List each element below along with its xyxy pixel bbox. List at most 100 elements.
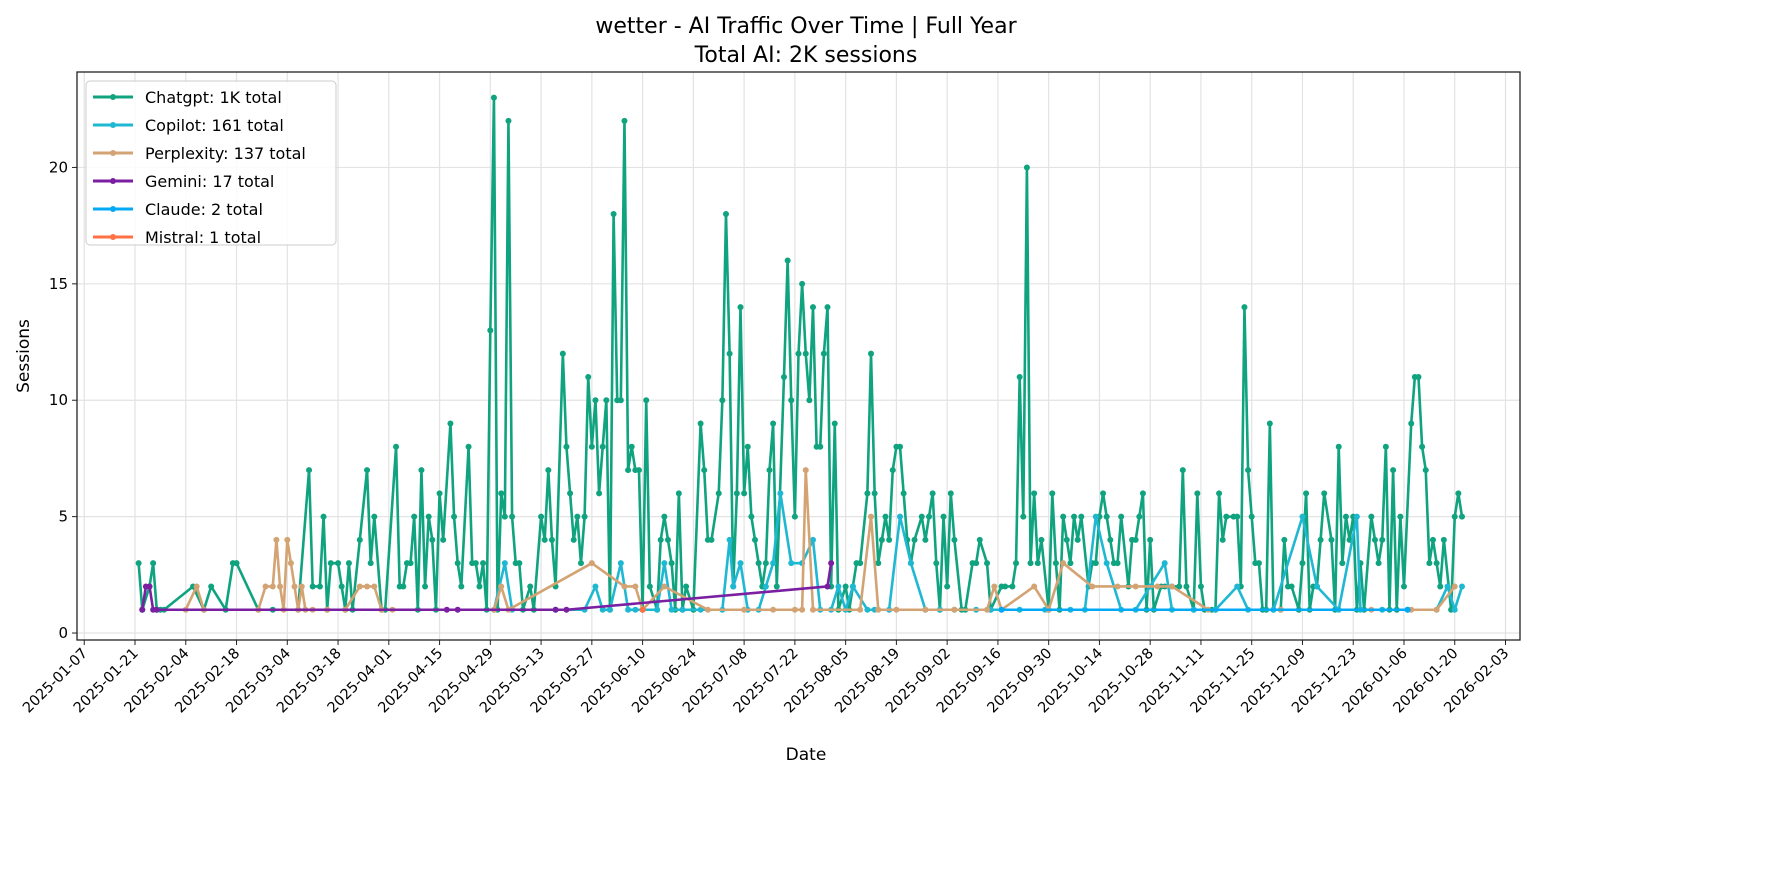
chatgpt-point bbox=[541, 536, 548, 543]
copilot-point bbox=[592, 583, 599, 590]
perplexity-point bbox=[356, 583, 363, 590]
chatgpt-point bbox=[1183, 583, 1190, 590]
perplexity-point bbox=[810, 606, 817, 613]
perplexity-point bbox=[364, 583, 371, 590]
chatgpt-point bbox=[490, 94, 497, 101]
chatgpt-point bbox=[871, 490, 878, 497]
perplexity-point bbox=[262, 583, 269, 590]
chatgpt-point bbox=[1027, 560, 1034, 567]
chatgpt-point bbox=[947, 490, 954, 497]
chatgpt-point bbox=[1139, 490, 1146, 497]
chatgpt-point bbox=[440, 536, 447, 543]
chatgpt-point bbox=[1288, 583, 1295, 590]
chatgpt-point bbox=[1255, 560, 1262, 567]
copilot-point bbox=[668, 606, 675, 613]
copilot-point bbox=[730, 583, 737, 590]
y-axis: 0 5 10 15 20 bbox=[49, 158, 77, 642]
chatgpt-point bbox=[610, 211, 617, 217]
chart-subtitle: Total AI: 2K sessions bbox=[694, 43, 918, 68]
chatgpt-point bbox=[722, 211, 729, 217]
chatgpt-point bbox=[596, 490, 603, 497]
chatgpt-point bbox=[918, 513, 925, 520]
chatgpt-point bbox=[208, 583, 215, 590]
chatgpt-point bbox=[393, 443, 400, 450]
chatgpt-point bbox=[574, 513, 581, 520]
copilot-point bbox=[788, 560, 795, 567]
chatgpt-point bbox=[364, 467, 371, 474]
perplexity-point bbox=[632, 583, 639, 590]
chatgpt-point bbox=[657, 536, 664, 543]
chatgpt-point bbox=[1339, 560, 1346, 567]
chatgpt-point bbox=[1426, 560, 1433, 567]
perplexity-point bbox=[291, 583, 298, 590]
chatgpt-point bbox=[1328, 536, 1335, 543]
copilot-point bbox=[770, 560, 777, 567]
chatgpt-point bbox=[1071, 513, 1078, 520]
chatgpt-point bbox=[316, 583, 323, 590]
chatgpt-point bbox=[1397, 513, 1404, 520]
chatgpt-point bbox=[683, 583, 690, 590]
gemini-point bbox=[139, 606, 146, 613]
chatgpt-point bbox=[897, 443, 904, 450]
perplexity-point bbox=[498, 583, 505, 590]
chatgpt-point bbox=[588, 443, 595, 450]
chatgpt-point bbox=[929, 490, 936, 497]
legend-swatch-marker bbox=[110, 94, 116, 100]
chatgpt-point bbox=[668, 560, 675, 567]
chatgpt-point bbox=[857, 560, 864, 567]
perplexity-point bbox=[868, 513, 875, 520]
chatgpt-point bbox=[795, 350, 802, 357]
chatgpt-point bbox=[1147, 536, 1154, 543]
chatgpt-point bbox=[1335, 443, 1342, 450]
chatgpt-point bbox=[1060, 513, 1067, 520]
chatgpt-point bbox=[451, 513, 458, 520]
chatgpt-point bbox=[715, 490, 722, 497]
chatgpt-point bbox=[1136, 513, 1143, 520]
chatgpt-point bbox=[1415, 373, 1422, 380]
chatgpt-point bbox=[1216, 490, 1223, 497]
chatgpt-point bbox=[773, 583, 780, 590]
copilot-point bbox=[1451, 606, 1458, 613]
chatgpt-point bbox=[1118, 513, 1125, 520]
chatgpt-point bbox=[516, 560, 523, 567]
y-tick-label: 0 bbox=[58, 624, 68, 642]
chatgpt-point bbox=[889, 467, 896, 474]
chatgpt-point bbox=[1132, 536, 1139, 543]
chatgpt-point bbox=[1114, 560, 1121, 567]
chatgpt-point bbox=[472, 560, 479, 567]
chatgpt-point bbox=[770, 420, 777, 427]
perplexity-point bbox=[791, 606, 798, 613]
chatgpt-point bbox=[150, 560, 157, 567]
copilot-point bbox=[864, 606, 871, 613]
perplexity-point bbox=[1451, 583, 1458, 590]
chatgpt-point bbox=[708, 536, 715, 543]
chatgpt-point bbox=[806, 397, 813, 404]
chatgpt-point bbox=[1013, 560, 1020, 567]
perplexity-point bbox=[588, 560, 595, 567]
chatgpt-point bbox=[425, 513, 432, 520]
chatgpt-point bbox=[367, 560, 374, 567]
chatgpt-point bbox=[1038, 536, 1045, 543]
legend-swatch-marker bbox=[110, 150, 116, 156]
legend-label: Gemini: 17 total bbox=[145, 172, 274, 191]
chatgpt-point bbox=[886, 536, 893, 543]
chatgpt-point bbox=[635, 467, 642, 474]
copilot-point bbox=[1458, 583, 1465, 590]
chatgpt-point bbox=[643, 397, 650, 404]
chatgpt-point bbox=[407, 560, 414, 567]
chatgpt-point bbox=[1023, 164, 1030, 171]
copilot-point bbox=[606, 606, 613, 613]
chatgpt-point bbox=[755, 560, 762, 567]
copilot-point bbox=[1161, 560, 1168, 567]
perplexity-point bbox=[893, 606, 900, 613]
chatgpt-point bbox=[1078, 513, 1085, 520]
perplexity-point bbox=[857, 606, 864, 613]
chatgpt-point bbox=[1241, 304, 1248, 311]
chatgpt-point bbox=[1440, 536, 1447, 543]
chatgpt-point bbox=[878, 536, 885, 543]
chatgpt-point bbox=[646, 583, 653, 590]
perplexity-point bbox=[193, 583, 200, 590]
gemini-point bbox=[146, 583, 153, 590]
chatgpt-point bbox=[621, 117, 628, 124]
copilot-point bbox=[897, 513, 904, 520]
